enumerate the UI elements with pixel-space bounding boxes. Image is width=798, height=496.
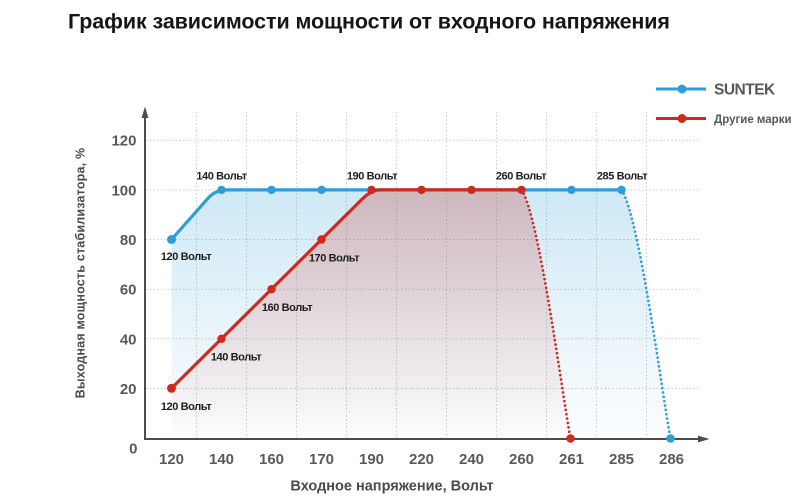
svg-text:120: 120 [111,133,136,150]
svg-text:140 Вольт: 140 Вольт [196,171,247,183]
svg-text:0: 0 [129,441,137,458]
svg-text:261: 261 [559,451,584,468]
svg-text:260: 260 [509,451,534,468]
svg-text:120 Вольт: 120 Вольт [161,401,212,413]
svg-text:120 Вольт: 120 Вольт [161,251,212,263]
svg-text:285: 285 [609,451,634,468]
svg-text:160 Вольт: 160 Вольт [262,302,313,314]
svg-text:SUNTEK: SUNTEK [714,82,776,99]
svg-text:140: 140 [209,451,234,468]
svg-text:190: 190 [359,451,384,468]
svg-text:260 Вольт: 260 Вольт [496,171,547,183]
svg-text:100: 100 [111,182,136,199]
svg-text:160: 160 [259,451,284,468]
svg-text:170 Вольт: 170 Вольт [309,252,360,264]
svg-text:20: 20 [120,381,137,398]
svg-text:286: 286 [659,451,684,468]
svg-text:140 Вольт: 140 Вольт [211,352,262,364]
svg-text:220: 220 [409,451,434,468]
svg-text:40: 40 [120,331,137,348]
svg-text:Входное напряжение, Вольт: Входное напряжение, Вольт [290,479,493,495]
svg-text:Выходная мощность стабилизатор: Выходная мощность стабилизатора, % [74,148,88,399]
svg-text:120: 120 [159,451,184,468]
svg-text:285 Вольт: 285 Вольт [597,171,648,183]
svg-text:80: 80 [120,232,137,249]
svg-text:170: 170 [309,451,334,468]
svg-text:Другие марки: Другие марки [714,114,792,126]
svg-text:График зависимости мощности от: График зависимости мощности от входного … [68,10,670,34]
svg-text:190 Вольт: 190 Вольт [347,171,398,183]
svg-text:240: 240 [459,451,484,468]
svg-text:60: 60 [120,282,137,299]
